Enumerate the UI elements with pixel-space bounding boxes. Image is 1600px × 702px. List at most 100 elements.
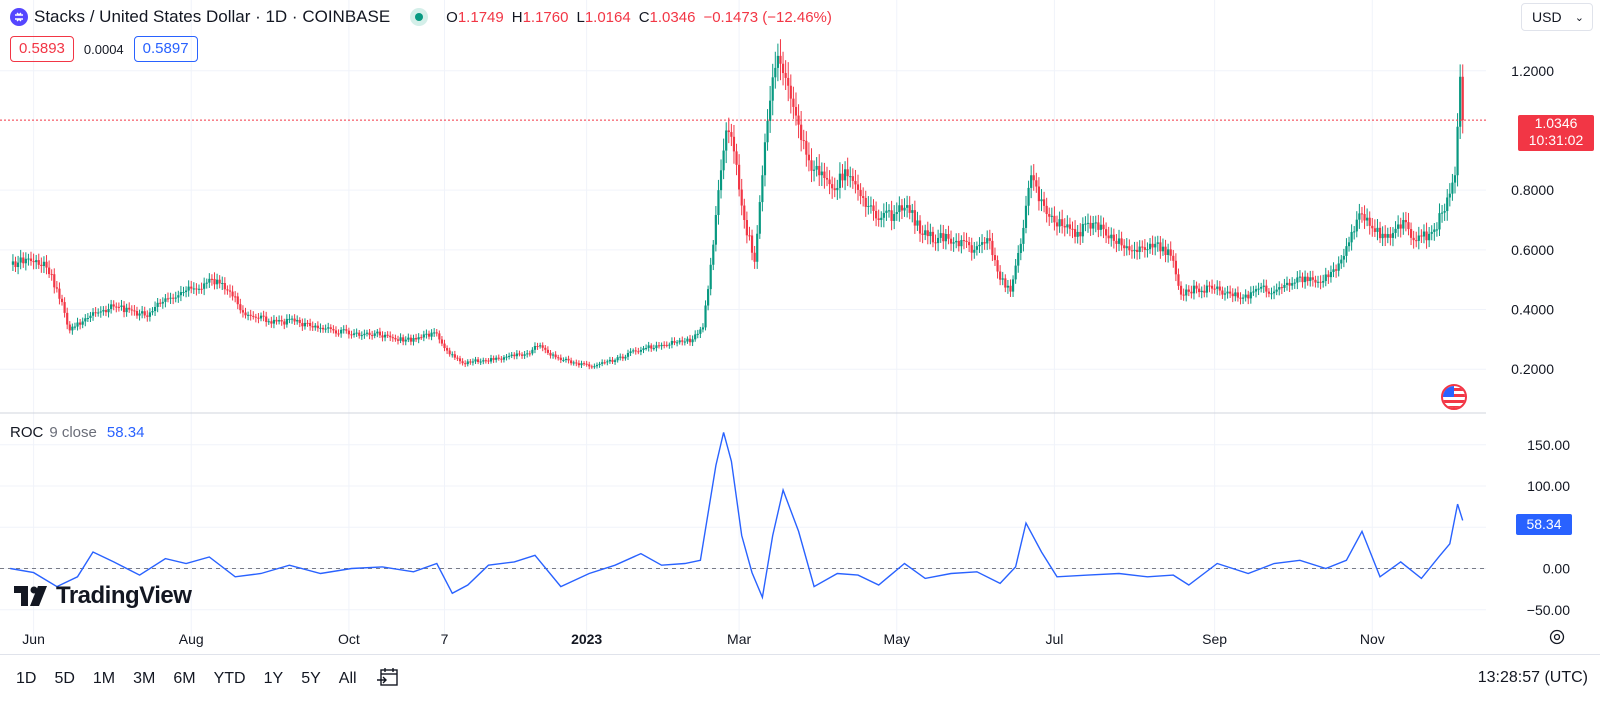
candle [64, 297, 66, 317]
candle [1077, 225, 1079, 244]
us-flag-icon[interactable] [1441, 384, 1467, 410]
candle [759, 195, 761, 239]
candle [291, 316, 293, 324]
candle [1320, 275, 1322, 289]
symbol-header[interactable]: Stacks / United States Dollar · 1D · COI… [10, 6, 832, 28]
candle [270, 317, 272, 328]
candle [25, 252, 27, 270]
currency-select[interactable]: USD ⌄ [1521, 3, 1593, 31]
candle [296, 315, 298, 324]
candle [309, 319, 311, 331]
candle [658, 342, 660, 349]
candle [614, 359, 616, 365]
candle [870, 197, 872, 214]
candle [1268, 288, 1270, 297]
candle [1113, 229, 1115, 249]
candle [40, 257, 42, 272]
bottom-toolbar: 1D 5D 1M 3M 6M YTD 1Y 5Y All 13:28:57 (U… [0, 654, 1600, 702]
candle [1413, 231, 1415, 249]
candle [1074, 220, 1076, 243]
candle [154, 302, 156, 316]
candle [1175, 253, 1177, 281]
candle [169, 293, 171, 304]
candle [1245, 289, 1247, 301]
candle [1371, 218, 1373, 237]
candle [1048, 208, 1050, 226]
candle [278, 315, 280, 324]
range-all-button[interactable]: All [331, 667, 365, 691]
ohlc-close: C1.0346 [639, 9, 696, 26]
range-1d-button[interactable]: 1D [8, 667, 44, 691]
candle [1394, 221, 1396, 238]
roc-legend[interactable]: ROC 9 close 58.34 [10, 424, 144, 441]
candle [666, 341, 668, 347]
range-3m-button[interactable]: 3M [125, 667, 163, 691]
candle [648, 342, 650, 352]
candle [340, 327, 342, 338]
candle [1369, 211, 1371, 234]
candle [198, 284, 200, 293]
candle [999, 265, 1001, 285]
candle [177, 291, 179, 303]
symbol-title[interactable]: Stacks / United States Dollar · 1D · COI… [34, 7, 390, 27]
candle [335, 326, 337, 337]
candle [356, 329, 358, 337]
candle [694, 330, 696, 341]
candle [61, 295, 63, 306]
candle [428, 331, 430, 340]
candle [211, 274, 213, 285]
settings-gear-icon[interactable] [1548, 628, 1566, 646]
sell-price-button[interactable]: 0.5893 [10, 36, 74, 62]
range-6m-button[interactable]: 6M [165, 667, 203, 691]
candle [257, 313, 259, 323]
candle [1053, 206, 1055, 230]
candle [1051, 208, 1053, 223]
range-ytd-button[interactable]: YTD [206, 667, 254, 691]
candle [872, 199, 874, 221]
candle [1195, 282, 1197, 294]
candle [898, 196, 900, 221]
candle [808, 142, 810, 171]
range-5d-button[interactable]: 5D [46, 667, 82, 691]
candle [1149, 238, 1151, 254]
candle [593, 363, 595, 368]
candle [1389, 227, 1391, 246]
utc-clock[interactable]: 13:28:57 (UTC) [1478, 669, 1588, 687]
candle [596, 363, 598, 369]
range-5y-button[interactable]: 5Y [293, 667, 329, 691]
candle [720, 159, 722, 198]
range-1m-button[interactable]: 1M [85, 667, 123, 691]
candle [433, 328, 435, 337]
candle [834, 178, 836, 197]
candle [213, 272, 215, 289]
tradingview-logo[interactable]: TradingView [14, 582, 191, 610]
candle [960, 235, 962, 253]
range-buttons: 1D 5D 1M 3M 6M YTD 1Y 5Y All [8, 667, 365, 691]
candle [640, 347, 642, 355]
candle [769, 86, 771, 133]
candle [1146, 242, 1148, 257]
candle [891, 201, 893, 230]
roc-params: 9 close [49, 424, 97, 441]
buy-price-button[interactable]: 0.5897 [134, 36, 198, 62]
candle [575, 360, 577, 367]
range-1y-button[interactable]: 1Y [256, 667, 292, 691]
candle [710, 258, 712, 295]
candle [632, 348, 634, 353]
candle [35, 255, 37, 269]
candle [133, 305, 135, 316]
candle [821, 162, 823, 186]
calendar-goto-icon[interactable] [376, 665, 400, 689]
candle [1030, 165, 1032, 198]
candle [1314, 276, 1316, 288]
candle [224, 277, 226, 294]
y-tick-label: 1.2000 [1511, 63, 1554, 79]
roc-name: ROC [10, 424, 43, 441]
candle [1056, 216, 1058, 236]
candle [430, 329, 432, 340]
candle [1061, 210, 1063, 234]
candle [598, 362, 600, 368]
candle [226, 285, 228, 294]
candle [947, 226, 949, 245]
